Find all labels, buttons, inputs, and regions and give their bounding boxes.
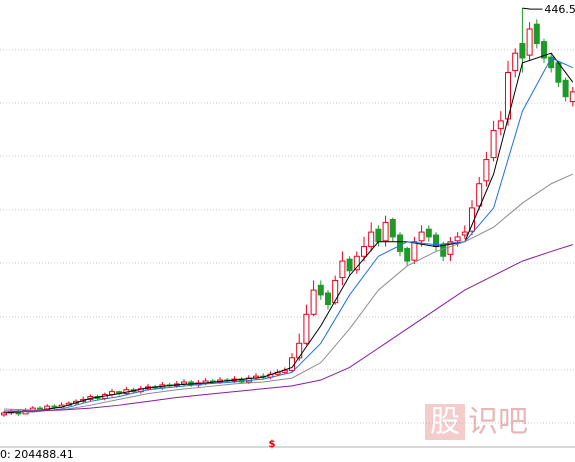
candle-body [519,43,526,59]
candle-body [490,130,497,159]
candle-body [425,228,432,238]
candle-body [339,260,346,279]
candle-body [368,231,375,248]
candle-body [310,289,317,315]
candle-body [332,279,339,304]
candle-body [325,292,331,306]
candle-body [526,28,533,56]
candle-body [541,41,547,59]
candle-body [375,228,382,243]
candle-body [440,244,447,257]
candle-body [389,219,396,238]
watermark-text: 股 [430,405,460,440]
candle-body [37,407,43,410]
footer-text: 0: 204488.41 [0,448,74,461]
candle-body [51,405,58,408]
candle-body [512,52,519,72]
candle-body [317,284,324,296]
candle-body [353,255,360,271]
background-grid [0,49,575,424]
watermark-text: 识吧 [468,405,528,440]
candle-body [533,23,540,45]
candle-body [454,236,461,242]
candle-body [181,381,187,385]
candle-body [447,241,454,255]
candle-body [418,231,425,242]
candle-body [361,246,367,257]
candle-body [411,241,418,261]
candle-body [461,231,468,236]
candle-body [483,159,490,182]
candle-body [346,258,353,272]
candle-body [497,120,504,130]
high-pointer [522,7,543,10]
moving-average-line [3,173,574,411]
candle-body [397,234,403,252]
high-label: 446.54 [544,3,575,16]
candle-body [476,183,483,207]
watermark-box [425,404,465,440]
candle-body [303,313,310,344]
candle-body [562,79,569,98]
marker-text: $ [269,439,276,450]
candle-body [382,221,389,242]
moving-average-line [3,52,574,414]
watermark: 股 识吧 [425,404,528,440]
moving-average-line [4,244,573,412]
candle-body [296,342,303,359]
moving-average-line [3,57,574,413]
candle-body [404,248,411,262]
candle-body [569,91,575,103]
